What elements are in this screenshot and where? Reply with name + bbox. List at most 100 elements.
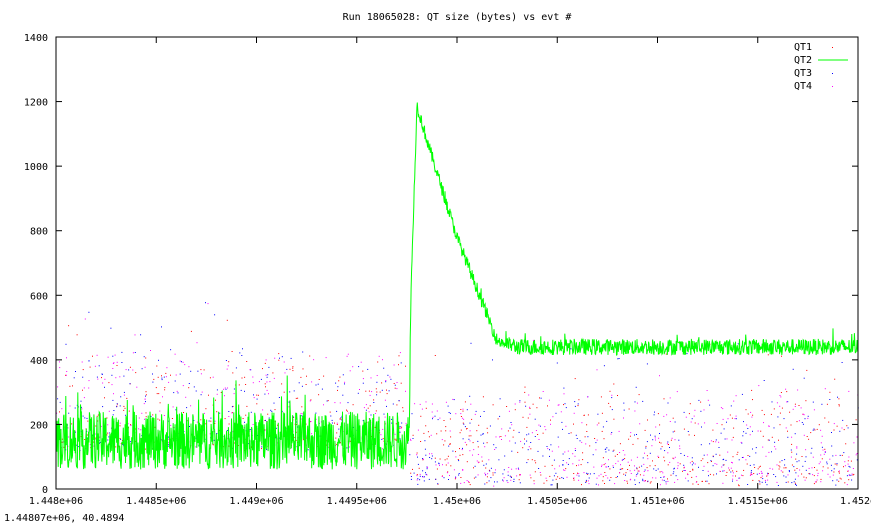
data-point: [780, 392, 782, 393]
y-tick-label: 1000: [24, 162, 48, 173]
data-point: [694, 463, 696, 465]
data-point: [172, 406, 174, 408]
data-point: [753, 464, 755, 466]
data-point: [556, 362, 558, 364]
data-point: [791, 451, 793, 453]
data-point: [634, 434, 635, 436]
data-point: [798, 420, 800, 422]
data-point: [530, 442, 532, 443]
data-point: [756, 473, 758, 475]
data-point: [642, 400, 644, 402]
data-point: [462, 438, 464, 440]
data-point: [850, 460, 852, 462]
data-point: [264, 362, 266, 364]
data-point: [606, 466, 608, 468]
data-point: [694, 434, 695, 436]
data-point: [249, 369, 251, 371]
legend-swatch-qt1: [832, 47, 833, 48]
data-point: [483, 442, 485, 444]
data-point: [848, 479, 850, 481]
data-point: [419, 475, 421, 477]
data-point: [513, 481, 515, 482]
data-point: [643, 463, 645, 465]
data-point: [683, 454, 685, 456]
data-point: [742, 456, 744, 458]
data-point: [783, 418, 785, 420]
data-point: [704, 422, 706, 424]
data-point: [563, 404, 564, 406]
data-point: [585, 443, 587, 445]
data-point: [97, 414, 99, 416]
data-point: [326, 400, 328, 402]
data-point: [480, 415, 481, 417]
data-point: [129, 366, 131, 368]
data-point: [837, 396, 838, 398]
data-point: [460, 409, 462, 410]
data-point: [473, 449, 475, 451]
data-point: [82, 369, 84, 371]
data-point: [808, 467, 810, 469]
data-point: [203, 412, 205, 414]
data-point: [736, 479, 738, 481]
data-point: [739, 477, 741, 479]
data-point: [786, 401, 788, 403]
data-point: [122, 444, 124, 445]
data-point: [495, 469, 496, 471]
data-point: [507, 471, 509, 473]
data-point: [608, 459, 609, 461]
data-point: [246, 361, 248, 362]
data-point: [377, 361, 379, 363]
data-point: [402, 410, 404, 412]
data-point: [337, 386, 339, 388]
data-point: [796, 447, 798, 449]
data-point: [200, 369, 202, 371]
data-point: [509, 440, 511, 442]
data-point: [732, 472, 734, 474]
data-point: [634, 469, 636, 471]
data-point: [318, 379, 320, 380]
data-point: [642, 480, 644, 482]
data-point: [294, 437, 296, 438]
data-point: [612, 466, 614, 468]
data-point: [59, 361, 60, 363]
data-point: [460, 429, 462, 431]
data-point: [175, 409, 177, 411]
data-point: [424, 440, 426, 442]
data-point: [349, 440, 351, 442]
data-point: [281, 356, 283, 358]
data-point: [562, 464, 563, 466]
data-point: [742, 475, 744, 477]
data-point: [812, 429, 814, 431]
data-point: [630, 432, 632, 434]
data-point: [623, 473, 625, 475]
data-point: [145, 412, 147, 414]
data-point: [673, 467, 675, 469]
data-point: [477, 474, 479, 476]
data-point: [589, 445, 591, 447]
data-point: [698, 466, 699, 468]
data-point: [108, 436, 110, 438]
data-point: [780, 470, 782, 472]
data-point: [595, 449, 597, 451]
data-point: [688, 413, 690, 415]
data-point: [246, 405, 248, 407]
data-point: [227, 387, 228, 389]
data-point: [553, 475, 555, 477]
data-point: [86, 417, 88, 419]
data-point: [113, 393, 114, 395]
data-point: [647, 419, 648, 421]
data-point: [88, 380, 90, 382]
data-point: [689, 471, 691, 472]
data-point: [557, 404, 559, 406]
data-point: [793, 481, 795, 483]
data-point: [450, 443, 451, 445]
data-point: [183, 412, 184, 413]
data-point: [587, 414, 589, 416]
data-point: [152, 373, 153, 375]
data-point: [432, 416, 434, 418]
data-point: [528, 433, 530, 435]
data-point: [841, 454, 843, 456]
data-point: [158, 393, 160, 395]
data-point: [346, 409, 347, 411]
data-point: [829, 476, 831, 478]
